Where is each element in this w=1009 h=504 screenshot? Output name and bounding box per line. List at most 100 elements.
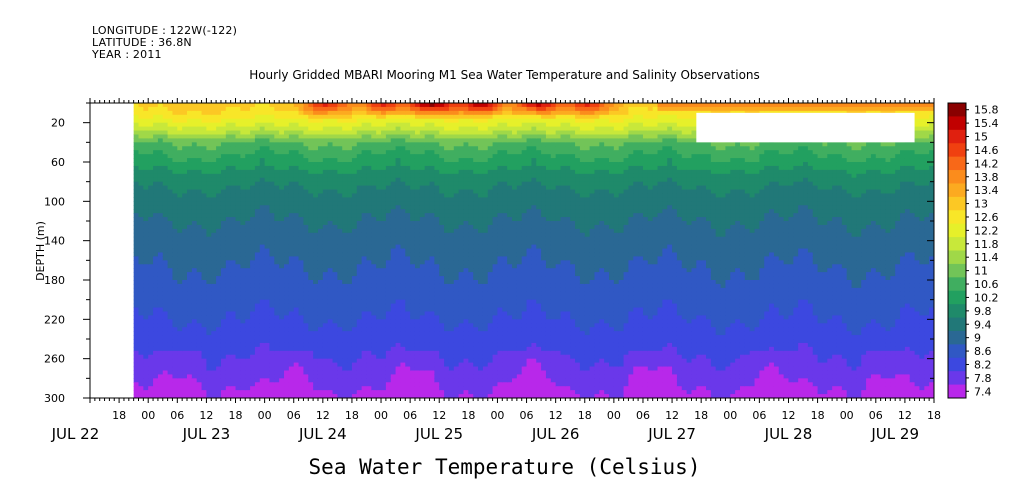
heatmap-cell — [405, 319, 411, 324]
heatmap-cell — [206, 197, 212, 202]
heatmap-cell — [434, 260, 440, 265]
heatmap-cell — [434, 291, 440, 297]
heatmap-cell — [366, 382, 372, 387]
heatmap-cell — [148, 213, 154, 218]
heatmap-cell — [347, 280, 353, 285]
heatmap-cell — [279, 177, 285, 183]
heatmap-cell — [371, 177, 377, 183]
heatmap-cell — [148, 299, 154, 305]
heatmap-cell — [361, 342, 368, 348]
heatmap-cell — [172, 122, 178, 128]
heatmap-cell — [371, 173, 377, 179]
heatmap-cell — [279, 378, 285, 383]
heatmap-cell — [356, 142, 363, 147]
heatmap-cell — [385, 283, 392, 289]
heatmap-cell — [371, 150, 377, 155]
heatmap-cell — [216, 201, 222, 206]
heatmap-cell — [206, 228, 212, 234]
heatmap-cell — [356, 366, 363, 372]
heatmap-cell — [191, 122, 198, 128]
heatmap-cell — [191, 358, 198, 364]
heatmap-cell — [259, 335, 266, 340]
heatmap-cell — [308, 197, 314, 202]
heatmap-cell — [332, 201, 338, 206]
heatmap-cell — [376, 138, 382, 143]
heatmap-cell — [405, 146, 411, 151]
heatmap-cell — [182, 335, 188, 340]
heatmap-cell — [419, 264, 426, 269]
heatmap-cell — [308, 150, 314, 155]
heatmap-cell — [196, 339, 203, 344]
heatmap-cell — [148, 287, 154, 293]
heatmap-cell — [288, 268, 295, 273]
heatmap-cell — [424, 291, 431, 297]
heatmap-cell — [191, 307, 198, 313]
heatmap-cell — [288, 291, 295, 297]
heatmap-cell — [279, 339, 285, 344]
heatmap-cell — [225, 362, 232, 368]
heatmap-cell — [308, 319, 314, 324]
heatmap-cell — [133, 244, 140, 250]
heatmap-cell — [322, 303, 329, 309]
heatmap-cell — [162, 103, 169, 108]
heatmap-cell — [424, 209, 431, 214]
heatmap-cell — [157, 319, 164, 324]
heatmap-cell — [313, 276, 319, 281]
heatmap-cell — [356, 339, 363, 344]
heatmap-cell — [157, 327, 164, 332]
heatmap-cell — [419, 189, 426, 195]
heatmap-cell — [293, 189, 300, 195]
heatmap-cell — [347, 390, 353, 395]
heatmap-cell — [371, 362, 377, 368]
heatmap-cell — [390, 130, 397, 136]
heatmap-cell — [254, 103, 261, 108]
heatmap-cell — [419, 331, 426, 336]
heatmap-cell — [444, 103, 450, 108]
heatmap-cell — [230, 126, 237, 132]
heatmap-cell — [133, 362, 140, 368]
heatmap-cell — [269, 134, 275, 139]
heatmap-cell — [414, 295, 421, 301]
heatmap-cell — [356, 138, 363, 143]
heatmap-cell — [293, 283, 300, 289]
heatmap-cell — [148, 350, 154, 356]
heatmap-cell — [356, 201, 363, 206]
heatmap-cell — [269, 122, 275, 128]
heatmap-cell — [356, 213, 363, 218]
heatmap-cell — [347, 342, 353, 348]
heatmap-cell — [327, 335, 334, 340]
heatmap-cell — [230, 319, 237, 324]
heatmap-cell — [361, 201, 368, 206]
heatmap-cell — [390, 260, 397, 265]
heatmap-cell — [250, 193, 256, 198]
heatmap-cell — [250, 185, 256, 191]
heatmap-cell — [381, 350, 387, 356]
heatmap-cell — [419, 114, 426, 120]
heatmap-cell — [254, 197, 261, 202]
heatmap-cell — [235, 366, 241, 372]
heatmap-cell — [395, 221, 402, 226]
heatmap-cell — [395, 272, 402, 277]
heatmap-cell — [264, 221, 271, 226]
heatmap-cell — [400, 134, 406, 139]
heatmap-cell — [177, 103, 183, 108]
heatmap-cell — [250, 342, 256, 348]
heatmap-cell — [191, 390, 198, 395]
heatmap-cell — [235, 315, 241, 320]
heatmap-cell — [153, 118, 159, 124]
heatmap-cell — [245, 228, 251, 234]
heatmap-cell — [182, 197, 188, 202]
heatmap-cell — [269, 213, 275, 218]
heatmap-cell — [153, 283, 159, 289]
heatmap-cell — [274, 205, 280, 210]
heatmap-cell — [322, 386, 329, 391]
heatmap-cell — [279, 193, 285, 198]
heatmap-cell — [288, 350, 295, 356]
heatmap-cell — [317, 236, 324, 242]
heatmap-cell — [342, 378, 348, 383]
heatmap-cell — [385, 358, 392, 364]
heatmap-cell — [293, 217, 300, 222]
heatmap-cell — [395, 110, 402, 116]
heatmap-cell — [419, 374, 426, 379]
heatmap-cell — [308, 142, 314, 147]
